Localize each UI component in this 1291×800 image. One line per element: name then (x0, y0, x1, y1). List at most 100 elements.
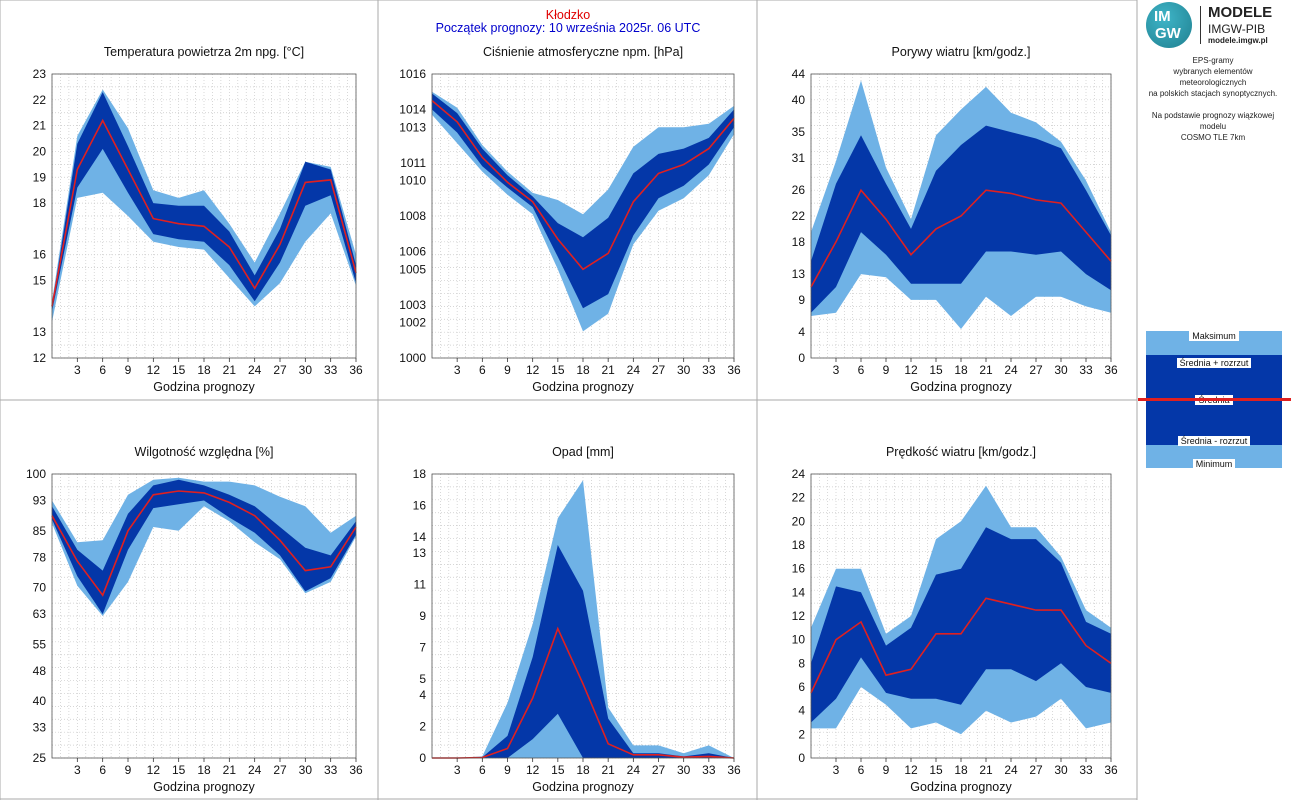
series-spread-band (811, 125, 1111, 313)
chart-title: Opad [mm] (552, 445, 614, 459)
y-tick-label: 19 (33, 170, 47, 184)
y-tick-label: 22 (792, 209, 806, 223)
x-tick-label: 9 (883, 363, 890, 377)
y-tick-label: 18 (413, 467, 427, 481)
x-axis-label: Godzina prognozy (910, 380, 1012, 394)
y-tick-label: 0 (419, 751, 426, 765)
y-tick-label: 14 (413, 530, 427, 544)
x-tick-label: 9 (504, 763, 511, 777)
y-tick-label: 18 (792, 538, 806, 552)
x-tick-label: 30 (677, 363, 691, 377)
x-tick-label: 24 (248, 363, 262, 377)
legend-label-mean-plus: Średnia + rozrzut (1146, 358, 1282, 368)
y-tick-label: 13 (413, 546, 427, 560)
x-tick-label: 6 (479, 763, 486, 777)
series-spread-band (432, 545, 734, 758)
x-tick-label: 36 (349, 363, 363, 377)
y-tick-label: 7 (419, 641, 426, 655)
y-tick-label: 11 (414, 577, 427, 591)
y-tick-label: 21 (33, 119, 47, 133)
x-axis-label: Godzina prognozy (532, 780, 634, 794)
x-tick-label: 21 (223, 363, 237, 377)
x-tick-label: 36 (1104, 363, 1118, 377)
x-tick-label: 6 (858, 763, 865, 777)
y-tick-label: 70 (33, 581, 47, 595)
x-tick-label: 30 (299, 363, 313, 377)
series-envelope-min-max (432, 91, 734, 332)
x-tick-label: 3 (454, 363, 461, 377)
y-tick-label: 22 (33, 93, 47, 107)
description: EPS-gramy wybranych elementów meteorolog… (1140, 55, 1286, 143)
chart-title: Wilgotność względna [%] (135, 445, 274, 459)
x-tick-label: 36 (349, 763, 363, 777)
x-tick-label: 21 (223, 763, 237, 777)
y-tick-label: 48 (33, 664, 47, 678)
x-tick-label: 27 (1029, 763, 1043, 777)
y-tick-label: 1010 (399, 174, 426, 188)
logo-title: MODELE (1208, 4, 1273, 21)
y-tick-label: 18 (792, 235, 806, 249)
x-tick-label: 27 (1029, 363, 1043, 377)
x-tick-label: 12 (147, 363, 161, 377)
x-tick-label: 15 (551, 763, 565, 777)
series-mean-line (51, 490, 357, 597)
series-spread-band (52, 479, 356, 615)
x-tick-label: 27 (273, 763, 287, 777)
y-tick-label: 1000 (399, 351, 426, 365)
y-tick-label: 44 (792, 67, 806, 81)
y-tick-label: 40 (792, 93, 806, 107)
x-tick-label: 18 (197, 363, 211, 377)
x-tick-label: 33 (702, 363, 716, 377)
y-tick-label: 20 (792, 514, 806, 528)
chart-title: Ciśnienie atmosferyczne npm. [hPa] (483, 45, 683, 59)
y-tick-label: 25 (33, 751, 47, 765)
x-tick-label: 9 (883, 763, 890, 777)
series-mean-line (431, 99, 735, 271)
y-tick-label: 35 (792, 125, 806, 139)
description-spacer (1140, 99, 1286, 110)
x-tick-label: 3 (74, 763, 81, 777)
y-tick-label: 15 (33, 274, 47, 288)
x-tick-label: 30 (1054, 763, 1068, 777)
description-line: wybranych elementów meteorologicznych (1173, 67, 1253, 87)
x-tick-label: 24 (248, 763, 262, 777)
y-tick-label: 12 (33, 351, 47, 365)
y-tick-label: 1006 (399, 245, 426, 259)
legend-label-mean-minus: Średnia - rozrzut (1146, 436, 1282, 446)
x-tick-label: 30 (299, 763, 313, 777)
x-tick-label: 27 (652, 763, 666, 777)
x-tick-label: 3 (454, 763, 461, 777)
y-tick-label: 2 (419, 719, 426, 733)
y-tick-label: 100 (26, 467, 46, 481)
x-tick-label: 3 (74, 363, 81, 377)
x-tick-label: 18 (954, 763, 968, 777)
y-tick-label: 6 (798, 680, 805, 694)
description-line: na polskich stacjach synoptycznych. (1148, 89, 1278, 98)
y-tick-label: 0 (798, 351, 805, 365)
x-tick-label: 12 (147, 763, 161, 777)
y-tick-label: 78 (33, 550, 47, 564)
x-axis-label: Godzina prognozy (910, 780, 1012, 794)
chart-2: 3 6 9 12 15 18 21 24 27 30 33 361000100210031005100… (399, 45, 741, 394)
description-line: Na podstawie prognozy wiązkowej modelu (1151, 111, 1275, 131)
x-tick-label: 24 (627, 763, 641, 777)
x-tick-label: 24 (1004, 363, 1018, 377)
chart-3: 3 6 9 12 15 18 21 24 27 30 33 360491318222631354044… (792, 45, 1118, 394)
series-envelope-min-max (52, 477, 356, 616)
y-tick-label: 1011 (400, 156, 426, 170)
y-tick-label: 12 (792, 609, 806, 623)
x-tick-label: 24 (627, 363, 641, 377)
chart-4: 3 6 9 12 15 18 21 24 27 30 33 362533404855637078859… (26, 445, 363, 794)
chart-title: Prędkość wiatru [km/godz.] (886, 445, 1036, 459)
x-tick-label: 18 (197, 763, 211, 777)
x-tick-label: 24 (1004, 763, 1018, 777)
description-line: EPS-gramy (1192, 56, 1234, 65)
x-tick-label: 15 (929, 363, 943, 377)
x-tick-label: 15 (172, 763, 186, 777)
y-tick-label: 8 (798, 656, 805, 670)
x-tick-label: 33 (324, 763, 338, 777)
x-tick-label: 6 (479, 363, 486, 377)
x-axis-label: Godzina prognozy (153, 780, 255, 794)
x-tick-label: 21 (601, 763, 615, 777)
